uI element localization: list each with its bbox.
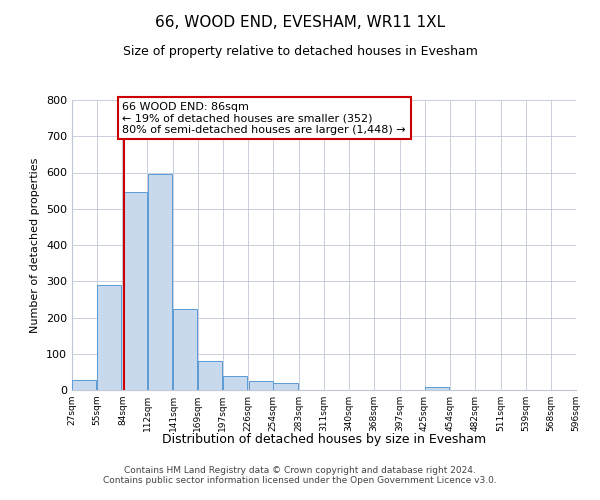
Bar (73, 380, 97, 390)
Y-axis label: Number of detached properties: Number of detached properties (31, 158, 40, 332)
Bar (248, 382, 273, 390)
Text: Contains HM Land Registry data © Crown copyright and database right 2024.
Contai: Contains HM Land Registry data © Crown c… (103, 466, 497, 485)
Bar (97, 285, 121, 390)
Bar (274, 384, 298, 390)
Text: Size of property relative to detached houses in Evesham: Size of property relative to detached ho… (122, 45, 478, 58)
Bar (148, 174, 172, 390)
Bar (123, 192, 147, 390)
Text: 66, WOOD END, EVESHAM, WR11 1XL: 66, WOOD END, EVESHAM, WR11 1XL (155, 15, 445, 30)
Bar (173, 309, 197, 390)
Bar (223, 376, 247, 390)
Bar (198, 362, 222, 390)
Text: Distribution of detached houses by size in Evesham: Distribution of detached houses by size … (162, 432, 486, 446)
Text: 66 WOOD END: 86sqm
← 19% of detached houses are smaller (352)
80% of semi-detach: 66 WOOD END: 86sqm ← 19% of detached hou… (122, 102, 406, 135)
Bar (425, 388, 449, 390)
